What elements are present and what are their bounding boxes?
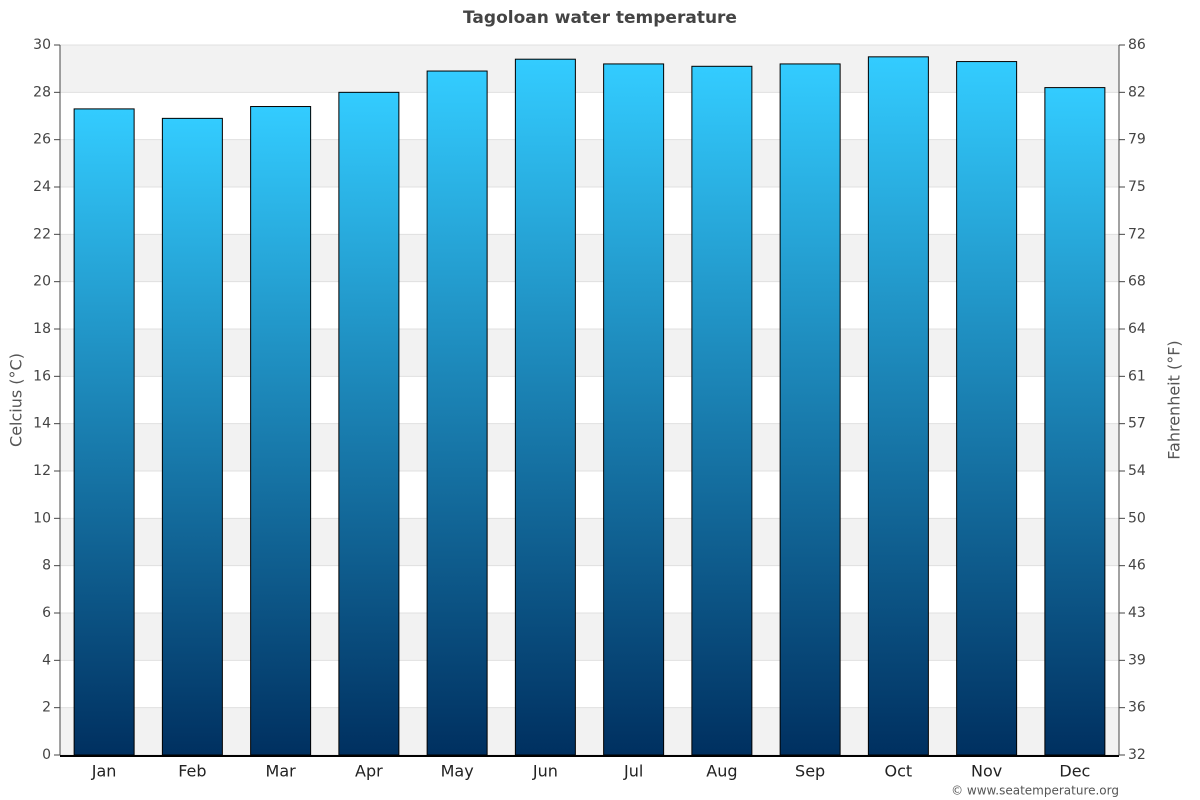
y2-tick-label: 32 xyxy=(1128,747,1146,763)
y-tick-label: 22 xyxy=(33,226,51,242)
y2-tick-label: 82 xyxy=(1128,84,1146,100)
x-tick-label: Nov xyxy=(971,762,1002,781)
y-tick-label: 16 xyxy=(33,368,51,384)
grid-band xyxy=(60,613,1119,661)
x-tick-label: Feb xyxy=(178,762,206,781)
y-tick-label: 10 xyxy=(33,510,51,526)
y2-tick-label: 46 xyxy=(1128,558,1146,574)
y-tick-label: 8 xyxy=(42,558,51,574)
x-tick-label: Jul xyxy=(623,762,643,781)
bar xyxy=(73,108,135,756)
bar xyxy=(426,70,488,756)
y2-axis-label: Fahrenheit (°F) xyxy=(1165,340,1184,459)
y2-tick-label: 50 xyxy=(1128,510,1146,526)
y2-tick-label: 36 xyxy=(1128,700,1146,716)
x-tick-label: May xyxy=(441,762,474,781)
grid-band xyxy=(60,518,1119,566)
y-tick-label: 4 xyxy=(42,652,51,668)
y-axis-label: Celcius (°C) xyxy=(7,353,26,447)
grid-band xyxy=(60,423,1119,471)
x-tick-label: Jun xyxy=(532,762,558,781)
x-tick-label: Sep xyxy=(795,762,825,781)
y-tick-label: 2 xyxy=(42,700,51,716)
y-tick-label: 6 xyxy=(42,605,51,621)
x-tick-label: Dec xyxy=(1059,762,1090,781)
grid-band xyxy=(60,329,1119,377)
y-tick-label: 28 xyxy=(33,84,51,100)
bar xyxy=(1044,87,1106,756)
x-tick-label: Apr xyxy=(355,762,383,781)
bar xyxy=(867,56,929,756)
y-tick-label: 30 xyxy=(33,37,51,53)
bar xyxy=(250,106,312,756)
bar xyxy=(779,63,841,756)
y2-tick-label: 64 xyxy=(1128,321,1146,337)
y-tick-label: 0 xyxy=(42,747,51,763)
x-tick-label: Mar xyxy=(266,762,297,781)
y2-tick-label: 61 xyxy=(1128,368,1146,384)
y2-tick-label: 86 xyxy=(1128,37,1146,53)
chart-title: Tagoloan water temperature xyxy=(463,8,737,28)
y-tick-label: 14 xyxy=(33,416,51,432)
y2-tick-label: 43 xyxy=(1128,605,1146,621)
bar xyxy=(161,117,223,756)
credit: © www.seatemperature.org xyxy=(951,784,1119,798)
y-tick-label: 20 xyxy=(33,274,51,290)
grid-band xyxy=(60,234,1119,282)
bar xyxy=(691,65,753,756)
y2-tick-label: 39 xyxy=(1128,652,1146,668)
grid-band xyxy=(60,45,1119,93)
y-tick-label: 24 xyxy=(33,179,51,195)
y2-tick-label: 75 xyxy=(1128,179,1146,195)
bar xyxy=(956,61,1018,756)
y2-tick-label: 57 xyxy=(1128,416,1146,432)
x-tick-label: Aug xyxy=(706,762,737,781)
bar xyxy=(514,58,576,756)
y-tick-label: 18 xyxy=(33,321,51,337)
y-tick-label: 12 xyxy=(33,463,51,479)
x-tick-label: Oct xyxy=(885,762,913,781)
bar xyxy=(603,63,665,756)
x-tick-label: Jan xyxy=(91,762,117,781)
y-tick-label: 26 xyxy=(33,132,51,148)
y2-tick-label: 68 xyxy=(1128,274,1146,290)
bar xyxy=(338,91,400,756)
y2-tick-label: 72 xyxy=(1128,226,1146,242)
grid-band xyxy=(60,139,1119,187)
y2-tick-label: 54 xyxy=(1128,463,1146,479)
y2-tick-label: 79 xyxy=(1128,132,1146,148)
grid-band xyxy=(60,707,1119,755)
